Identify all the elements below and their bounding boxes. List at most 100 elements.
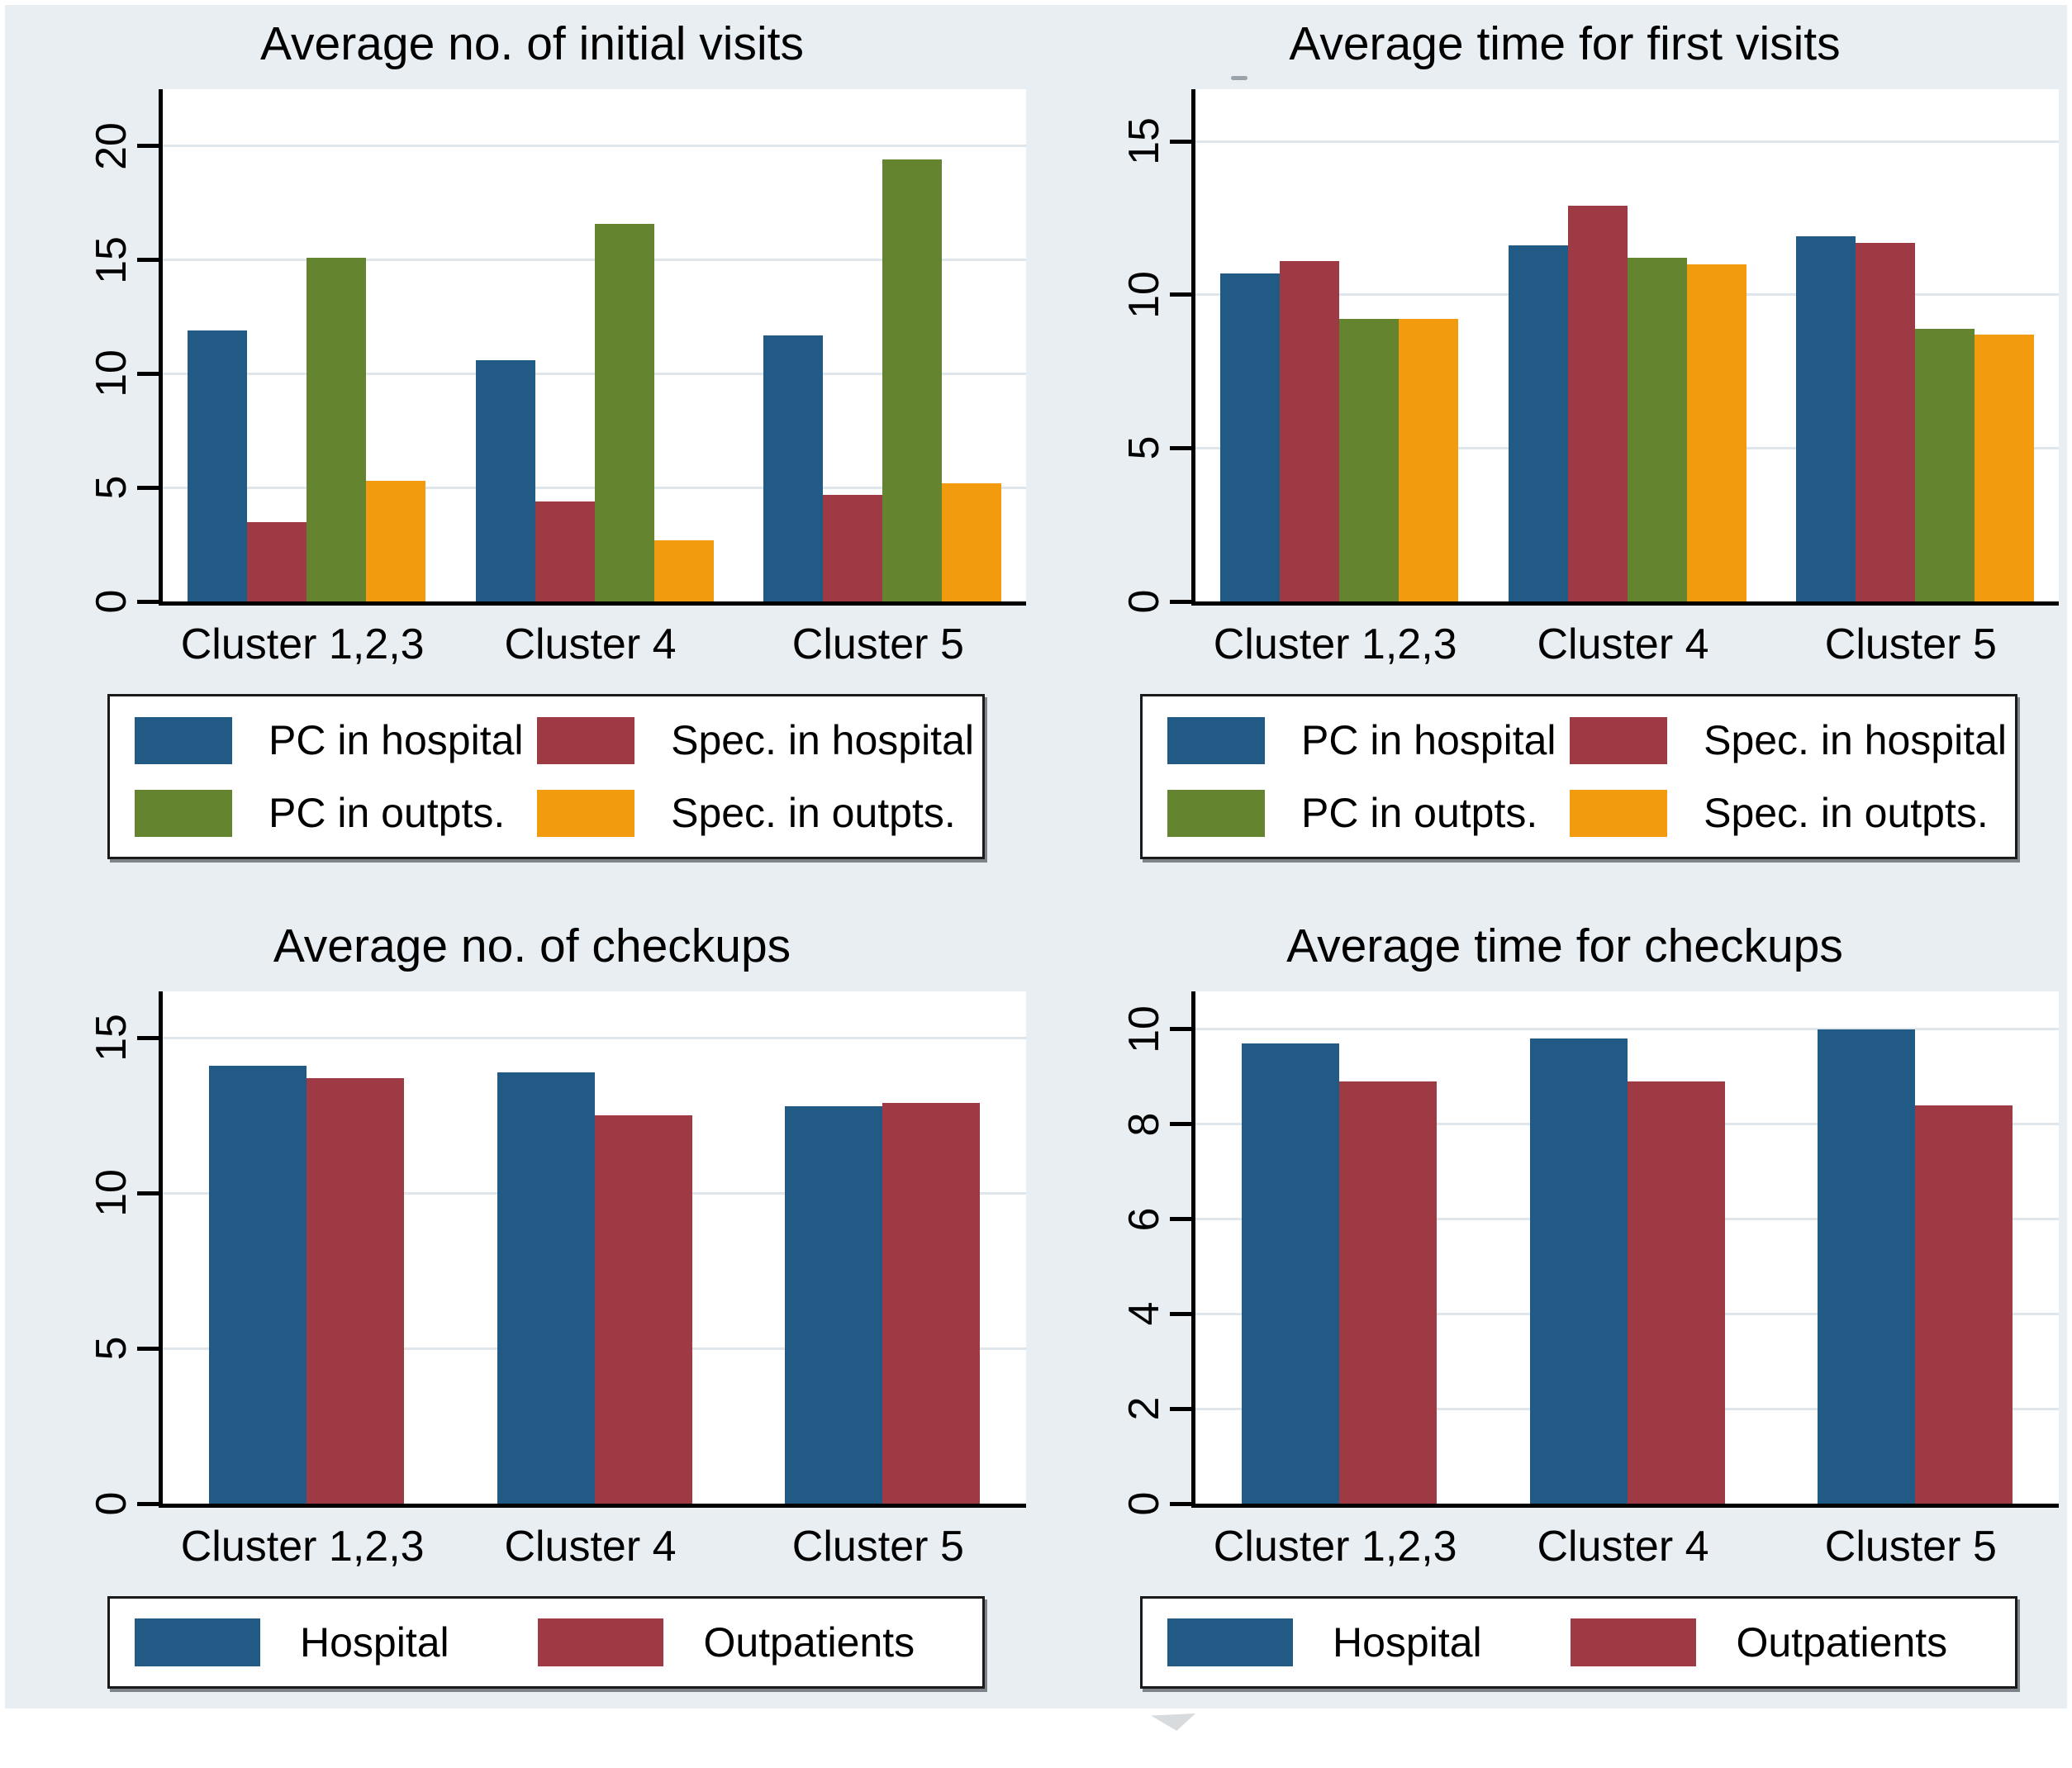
bar-red xyxy=(882,1103,980,1504)
legend-label: Spec. in outpts. xyxy=(1704,790,1989,836)
chart-title: Average time for checkups xyxy=(1286,920,1843,972)
legend-swatch-green xyxy=(135,789,232,837)
y-axis-tick-label: 0 xyxy=(1120,1491,1168,1516)
y-axis-tick-label: 10 xyxy=(1120,270,1168,319)
legend-swatch-blue xyxy=(1167,716,1265,764)
bar-blue xyxy=(497,1072,595,1504)
y-axis-tick xyxy=(137,1035,159,1040)
x-category-label: Cluster 1,2,3 xyxy=(180,1523,425,1571)
legend-label: Outpatients xyxy=(1736,1619,1948,1666)
chart-title: Average time for first visits xyxy=(1289,17,1841,70)
bar-blue xyxy=(209,1066,307,1504)
legend-entry: Spec. in hospital xyxy=(1570,716,2007,764)
bar-blue xyxy=(1220,273,1281,601)
chart-average-time-checkups: Average time for checkups 0 2 4 6 8 10 Cluste… xyxy=(1043,909,2062,1768)
bar-red xyxy=(1339,1081,1438,1504)
x-axis-labels: Cluster 1,2,3 Cluster 4 Cluster 5 xyxy=(159,620,1022,677)
legend-label: PC in hospital xyxy=(1301,717,1556,763)
y-axis-tick xyxy=(137,371,159,376)
bar-orange xyxy=(653,539,714,601)
legend: Hospital Outpatients xyxy=(1140,1596,2017,1689)
legend-entry: Spec. in outpts. xyxy=(1570,789,2007,837)
bar-blue xyxy=(1508,245,1568,601)
legend-swatch-red xyxy=(1570,716,1668,764)
bar-green xyxy=(1339,319,1400,601)
y-axis-tick-label: 15 xyxy=(1120,117,1168,166)
y-axis-tick xyxy=(1170,1311,1191,1316)
bar-orange xyxy=(941,482,1001,601)
bar-blue xyxy=(763,335,823,601)
y-axis-tick xyxy=(1170,1122,1191,1127)
x-axis-labels: Cluster 1,2,3 Cluster 4 Cluster 5 xyxy=(1191,1522,2055,1580)
x-category-label: Cluster 1,2,3 xyxy=(1213,1523,1457,1571)
bar-blue xyxy=(1817,1029,1915,1504)
y-axis-tick-label: 6 xyxy=(1120,1207,1168,1232)
y-axis-tick xyxy=(137,599,159,604)
legend-swatch-red xyxy=(1571,1618,1697,1666)
legend-swatch-green xyxy=(1167,789,1265,837)
legend-swatch-orange xyxy=(537,789,635,837)
y-axis-tick-label: 0 xyxy=(1120,589,1168,614)
bar-red xyxy=(1855,242,1915,601)
legend: Hospital Outpatients xyxy=(107,1596,985,1689)
y-axis-tick-label: 10 xyxy=(88,1169,135,1218)
plot-area: 0 5 10 15 20 xyxy=(88,89,1026,613)
bar-red xyxy=(247,521,307,601)
y-axis-tick xyxy=(1170,1027,1191,1032)
y-axis-tick xyxy=(137,258,159,263)
legend-entry: PC in hospital xyxy=(1167,716,1570,764)
bar-orange xyxy=(1974,335,2034,601)
y-axis-tick xyxy=(137,1501,159,1506)
x-category-label: Cluster 4 xyxy=(1537,1523,1709,1571)
x-category-label: Cluster 4 xyxy=(1537,620,1709,668)
legend-label: Spec. in outpts. xyxy=(671,790,956,836)
bar-red xyxy=(1914,1105,2013,1504)
bar-orange xyxy=(1686,264,1746,601)
y-axis-tick-label: 8 xyxy=(1120,1112,1168,1137)
legend-label: Spec. in hospital xyxy=(1704,717,2007,763)
y-axis-tick-label: 10 xyxy=(88,349,135,398)
x-category-label: Cluster 5 xyxy=(791,620,964,668)
chart-average-no-checkups: Average no. of checkups 0 5 10 15 Cluster 1… xyxy=(10,909,1029,1768)
bar-blue xyxy=(1529,1038,1628,1504)
legend-label: Hospital xyxy=(300,1619,449,1666)
legend-label: PC in outpts. xyxy=(1301,790,1538,836)
y-axis-tick-label: 10 xyxy=(1120,1005,1168,1053)
bar-orange xyxy=(366,480,426,601)
plot-area: 0 5 10 15 xyxy=(88,991,1026,1515)
legend-entry: Hospital xyxy=(135,1618,538,1666)
legend-swatch-red xyxy=(537,716,635,764)
x-category-label: Cluster 5 xyxy=(1824,1523,1997,1571)
x-category-label: Cluster 1,2,3 xyxy=(180,620,425,668)
y-axis-tick xyxy=(137,1191,159,1195)
y-axis-tick xyxy=(137,485,159,490)
x-category-label: Cluster 4 xyxy=(504,1523,677,1571)
chart-average-time-first-visits: Average time for first visits 0 5 10 15 Clu… xyxy=(1043,7,2062,866)
legend-swatch-blue xyxy=(135,716,232,764)
legend-entry: PC in outpts. xyxy=(135,789,537,837)
bar-green xyxy=(594,223,654,601)
legend-label: PC in outpts. xyxy=(269,790,506,836)
bar-green xyxy=(1627,258,1687,601)
y-axis-tick xyxy=(137,1346,159,1351)
y-axis-tick-label: 4 xyxy=(1120,1301,1168,1326)
stray-mark xyxy=(1231,76,1247,80)
legend-entry: PC in outpts. xyxy=(1167,789,1570,837)
legend-entry: Hospital xyxy=(1167,1618,1571,1666)
y-axis-tick-label: 15 xyxy=(88,1014,135,1062)
x-category-label: Cluster 5 xyxy=(1824,620,1997,668)
y-axis-tick xyxy=(1170,1406,1191,1411)
y-axis-tick-label: 20 xyxy=(88,121,135,170)
legend: PC in hospital Spec. in hospital PC in out… xyxy=(107,694,985,859)
legend-entry: Spec. in outpts. xyxy=(537,789,974,837)
gridline xyxy=(1195,1028,2059,1031)
y-axis-tick xyxy=(1170,139,1191,144)
bar-red xyxy=(1567,206,1628,601)
legend-swatch-red xyxy=(538,1618,664,1666)
bar-blue xyxy=(188,330,248,601)
bar-blue xyxy=(1242,1043,1340,1504)
bar-green xyxy=(1914,328,1975,601)
y-axis-tick xyxy=(1170,445,1191,450)
x-category-label: Cluster 1,2,3 xyxy=(1213,620,1457,668)
x-axis-labels: Cluster 1,2,3 Cluster 4 Cluster 5 xyxy=(1191,620,2055,677)
